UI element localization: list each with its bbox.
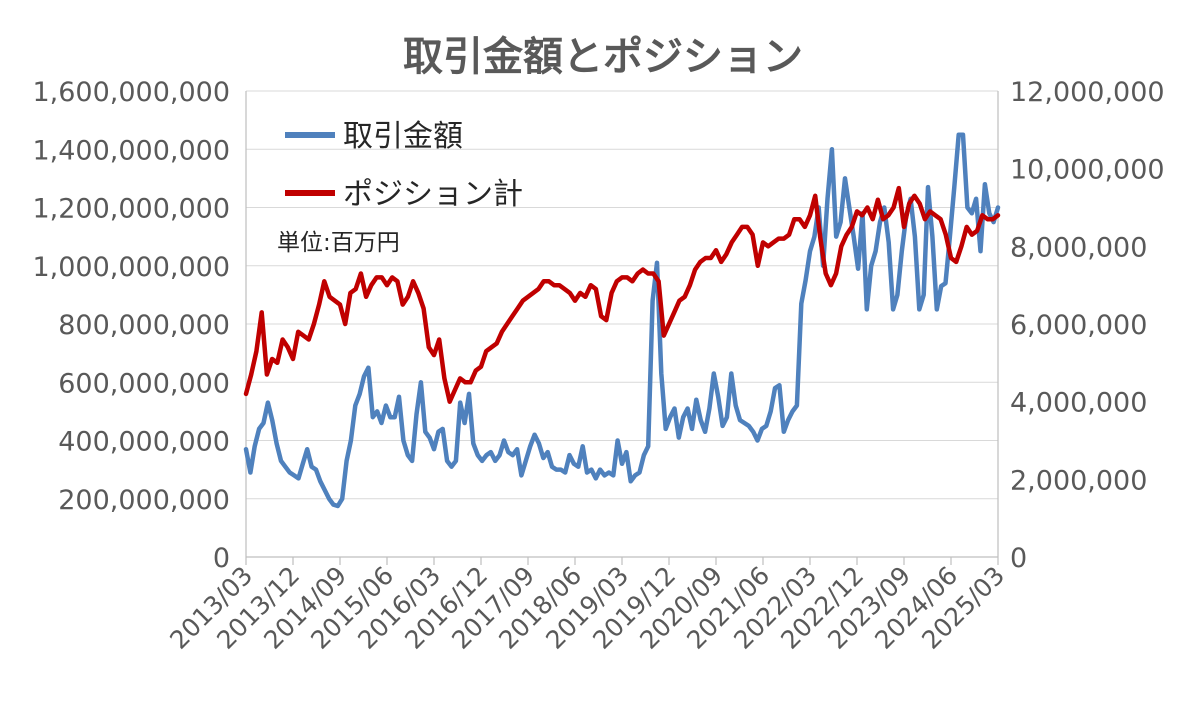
left-tick-label-2: 400,000,000 xyxy=(58,427,230,458)
legend-label-position-total: ポジション計 xyxy=(343,177,523,212)
right-tick-label-3: 6,000,000 xyxy=(1010,310,1147,341)
series-line-position-total xyxy=(243,185,1001,404)
chart-title: 取引金額とポジション xyxy=(403,34,803,80)
left-tick-label-5: 1,000,000,000 xyxy=(32,252,230,283)
right-tick-label-1: 2,000,000 xyxy=(1010,465,1147,496)
legend-label-trade-amount: 取引金額 xyxy=(343,119,463,154)
left-tick-label-6: 1,200,000,000 xyxy=(32,194,230,225)
right-tick-label-2: 4,000,000 xyxy=(1010,388,1147,419)
left-tick-label-1: 200,000,000 xyxy=(58,485,230,516)
left-y-axis-ticks: 0 200,000,000 400,000,000 600,000,000 800,00… xyxy=(32,77,230,574)
unit-label: 単位:百万円 xyxy=(277,230,400,256)
right-tick-label-6: 12,000,000 xyxy=(1010,77,1165,108)
right-tick-label-5: 10,000,000 xyxy=(1010,155,1165,186)
left-tick-label-8: 1,600,000,000 xyxy=(32,77,230,108)
left-tick-label-4: 800,000,000 xyxy=(58,310,230,341)
left-tick-label-7: 1,400,000,000 xyxy=(32,135,230,166)
right-tick-label-0: 0 xyxy=(1010,543,1027,574)
legend: 取引金額 ポジション計 xyxy=(285,119,523,212)
right-y-axis-ticks: 0 2,000,000 4,000,000 6,000,000 8,000,000 10,… xyxy=(1010,77,1165,574)
left-tick-label-0: 0 xyxy=(213,543,230,574)
right-tick-label-4: 8,000,000 xyxy=(1010,232,1147,263)
left-tick-label-3: 600,000,000 xyxy=(58,368,230,399)
series-layer xyxy=(243,132,1001,509)
series-line-trade-amount xyxy=(243,132,1001,509)
x-axis-ticks: 2013/032013/122014/092015/062016/032016/… xyxy=(164,557,1010,655)
